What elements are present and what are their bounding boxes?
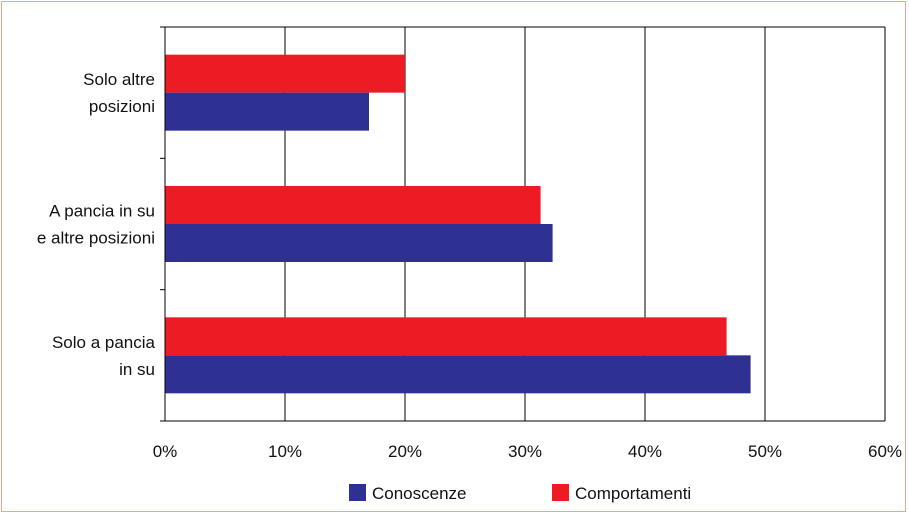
category-label: in su — [119, 360, 155, 379]
legend-swatch-comportamenti — [552, 484, 569, 501]
x-tick-label: 20% — [388, 442, 422, 461]
legend-swatch-conoscenze — [349, 484, 366, 501]
legend-label: Conoscenze — [372, 484, 467, 503]
x-tick-label: 0% — [153, 442, 178, 461]
bar-comportamenti — [165, 186, 541, 224]
category-label: posizioni — [89, 97, 155, 116]
x-tick-label: 60% — [868, 442, 902, 461]
category-label: Solo altre — [83, 70, 155, 89]
bar-comportamenti — [165, 54, 405, 93]
bar-comportamenti — [165, 317, 727, 356]
x-tick-label: 50% — [748, 442, 782, 461]
x-tick-label: 10% — [268, 442, 302, 461]
category-label: e altre posizioni — [37, 229, 155, 248]
x-tick-label: 40% — [628, 442, 662, 461]
x-tick-label: 30% — [508, 442, 542, 461]
legend-label: Comportamenti — [575, 484, 691, 503]
bar-conoscenze — [165, 224, 553, 262]
category-label: A pancia in su — [49, 202, 155, 221]
category-label: Solo a pancia — [52, 333, 156, 352]
bar-conoscenze — [165, 92, 369, 131]
bar-conoscenze — [165, 355, 751, 394]
